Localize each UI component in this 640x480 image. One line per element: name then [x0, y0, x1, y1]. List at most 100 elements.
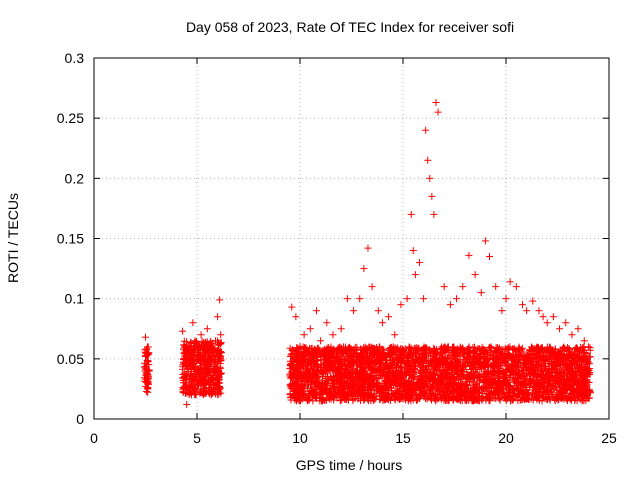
y-tick-label: 0.1 [65, 291, 85, 307]
data-point [535, 307, 543, 315]
data-point [465, 358, 473, 366]
data-point [391, 331, 399, 339]
data-point [207, 375, 215, 383]
data-point [459, 283, 467, 291]
data-point [217, 331, 225, 339]
data-point [187, 391, 195, 399]
data-point [434, 108, 442, 116]
data-point [505, 353, 513, 361]
data-point [465, 251, 473, 259]
data-point [216, 296, 224, 304]
y-tick-label: 0.25 [57, 110, 84, 126]
data-point [568, 389, 576, 397]
data-point [356, 295, 364, 303]
points-layer [141, 99, 594, 409]
data-point [374, 307, 382, 315]
y-tick-label: 0.05 [57, 351, 84, 367]
data-point [193, 357, 201, 365]
data-point [549, 381, 557, 389]
data-point [474, 392, 482, 400]
data-point [580, 337, 588, 345]
data-point [492, 283, 500, 291]
x-tick-label: 25 [601, 430, 617, 446]
data-point [196, 362, 204, 370]
data-point [202, 339, 210, 347]
data-point [286, 364, 294, 372]
data-point [294, 385, 302, 393]
data-point [541, 362, 549, 370]
data-point [194, 380, 202, 388]
data-point [338, 378, 346, 386]
data-point [549, 313, 557, 321]
data-point [409, 247, 417, 255]
data-point [217, 340, 225, 348]
data-point [185, 375, 193, 383]
data-point [543, 319, 551, 327]
data-point [323, 319, 331, 327]
data-point [317, 337, 325, 345]
y-tick-label: 0 [76, 411, 84, 427]
data-point [458, 379, 466, 387]
data-point [182, 371, 190, 379]
data-point [397, 354, 405, 362]
data-point [367, 390, 375, 398]
data-point [349, 378, 357, 386]
data-point [420, 295, 428, 303]
data-point [486, 395, 494, 403]
data-point [531, 389, 539, 397]
data-point [200, 386, 208, 394]
data-point [205, 387, 213, 395]
data-point [296, 381, 304, 389]
data-point [205, 362, 213, 370]
data-point [486, 367, 494, 375]
data-point [403, 295, 411, 303]
data-point [364, 244, 372, 252]
data-point [518, 301, 526, 309]
data-point [181, 383, 189, 391]
data-point [453, 295, 461, 303]
data-point [218, 349, 226, 357]
data-point [498, 307, 506, 315]
data-point [144, 343, 152, 351]
data-point [213, 363, 221, 371]
data-point [201, 380, 209, 388]
data-point [468, 362, 476, 370]
data-point [459, 380, 467, 388]
data-point [584, 343, 592, 351]
data-point [456, 343, 464, 351]
data-point [183, 401, 191, 409]
data-point [533, 351, 541, 359]
data-point [292, 387, 300, 395]
data-point [438, 352, 446, 360]
data-point [407, 210, 415, 218]
data-point [215, 375, 223, 383]
data-point [360, 265, 368, 273]
data-point [212, 380, 220, 388]
data-point [448, 369, 456, 377]
data-point [465, 350, 473, 358]
data-point [365, 383, 373, 391]
data-point [142, 333, 149, 341]
data-point [438, 381, 446, 389]
data-point [440, 283, 448, 291]
data-point [422, 126, 430, 134]
data-point [378, 319, 386, 327]
data-point [198, 337, 206, 345]
data-point [333, 353, 341, 361]
data-point [189, 375, 197, 383]
data-point [329, 331, 337, 339]
y-axis-title: ROTI / TECUs [5, 193, 21, 283]
data-point [350, 307, 358, 315]
data-point [200, 345, 208, 353]
data-point [523, 307, 531, 315]
data-point [568, 331, 576, 339]
data-point [404, 395, 412, 403]
data-point [446, 301, 454, 309]
data-point [535, 379, 543, 387]
x-tick-label: 10 [292, 430, 308, 446]
data-point [203, 325, 211, 333]
data-point [360, 360, 368, 368]
data-point [202, 366, 210, 374]
data-point [411, 271, 419, 279]
